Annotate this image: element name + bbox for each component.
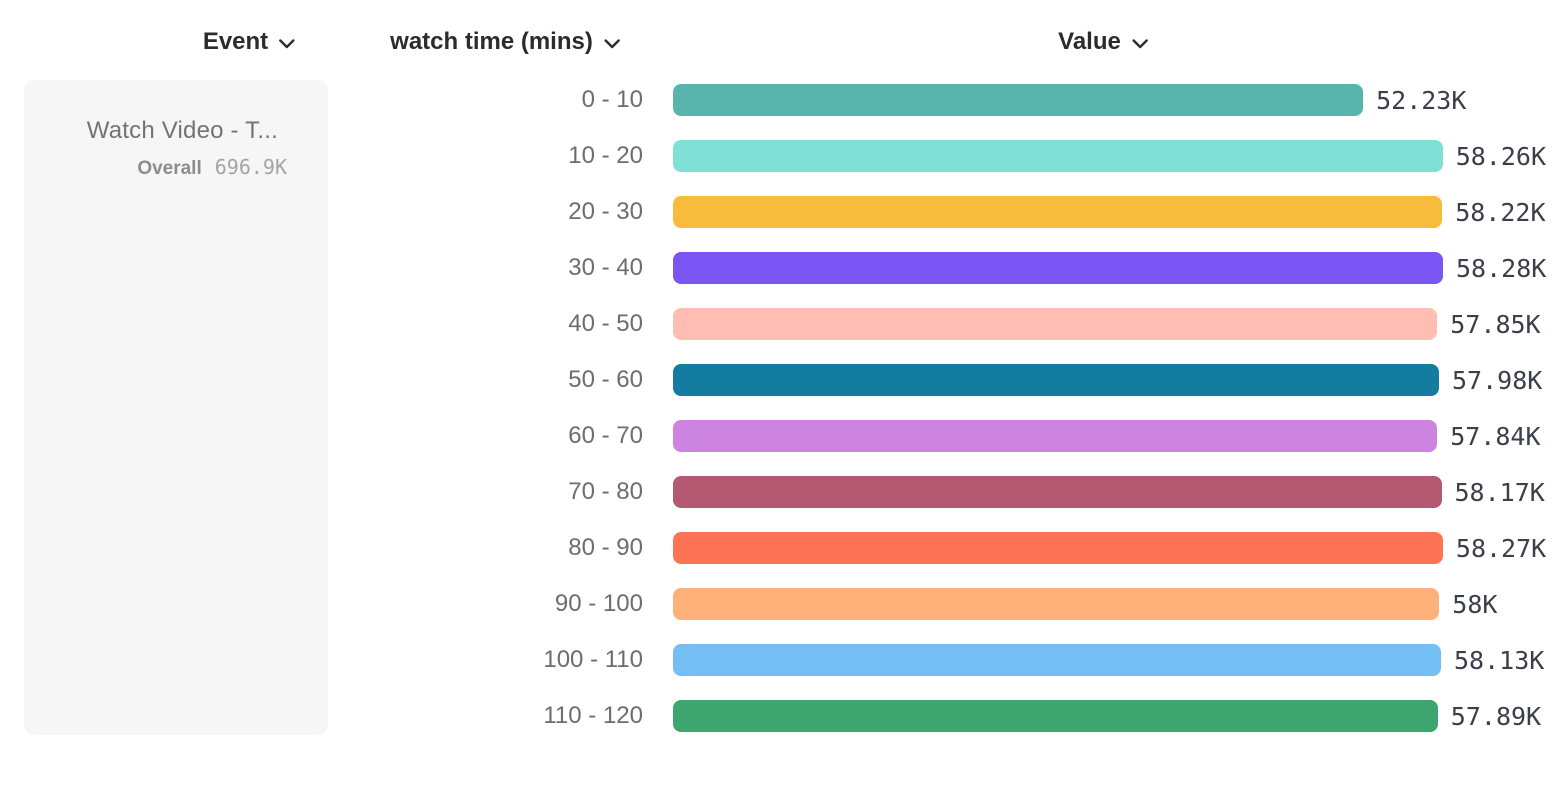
- bar-segment[interactable]: [673, 140, 1443, 172]
- value-label: 58.22K: [1455, 197, 1546, 227]
- bar-row: 40 - 50 57.85K: [0, 296, 1568, 352]
- bar-segment[interactable]: [673, 700, 1438, 732]
- bar-row: 70 - 80 58.17K: [0, 464, 1568, 520]
- column-header-event[interactable]: Event: [203, 28, 295, 56]
- column-header-value[interactable]: Value: [1058, 28, 1148, 56]
- bar-segment[interactable]: [673, 644, 1441, 676]
- value-label: 58.26K: [1455, 141, 1546, 171]
- bar-row: 80 - 90 58.27K: [0, 520, 1568, 576]
- category-label: 100 - 110: [543, 646, 643, 673]
- chevron-down-icon: [604, 39, 620, 49]
- value-label: 58.13K: [1454, 645, 1545, 675]
- bar-row: 30 - 40 58.28K: [0, 240, 1568, 296]
- overall-value: 696.9K: [214, 155, 287, 179]
- column-header-value-label: Value: [1058, 28, 1121, 55]
- category-label: 60 - 70: [568, 422, 643, 449]
- value-label: 57.85K: [1450, 309, 1541, 339]
- event-overall-line: Overall 696.9K: [24, 155, 328, 180]
- bar-segment[interactable]: [673, 420, 1438, 452]
- category-label: 10 - 20: [568, 142, 643, 169]
- event-title: Watch Video - T...: [86, 117, 278, 144]
- bar-row: 90 - 100 58K: [0, 576, 1568, 632]
- value-label: 58.27K: [1455, 533, 1547, 563]
- category-label: 50 - 60: [568, 366, 643, 393]
- bar-rows: 0 - 10 52.23K 10 - 20 58.26K 20 - 30 58.…: [0, 72, 1568, 744]
- column-header-breakdown[interactable]: watch time (mins): [390, 28, 620, 56]
- chevron-down-icon: [279, 39, 295, 49]
- bar-segment[interactable]: [673, 308, 1438, 340]
- bar-row: 20 - 30 58.22K: [0, 184, 1568, 240]
- value-label: 58.17K: [1454, 477, 1545, 507]
- chevron-down-icon: [1132, 39, 1148, 49]
- category-label: 20 - 30: [568, 198, 643, 225]
- bar-segment[interactable]: [673, 84, 1364, 116]
- overall-label: Overall: [137, 158, 202, 179]
- event-card[interactable]: Watch Video - T... Overall 696.9K: [24, 80, 328, 735]
- category-label: 40 - 50: [568, 310, 643, 337]
- bar-segment[interactable]: [673, 196, 1443, 228]
- bar-segment[interactable]: [673, 252, 1443, 284]
- column-header-breakdown-label: watch time (mins): [390, 28, 593, 55]
- bar-row: 10 - 20 58.26K: [0, 128, 1568, 184]
- category-label: 70 - 80: [568, 478, 643, 505]
- bar-row: 50 - 60 57.98K: [0, 352, 1568, 408]
- bar-row: 100 - 110 58.13K: [0, 632, 1568, 688]
- category-label: 0 - 10: [581, 86, 643, 113]
- bar-row: 110 - 120 57.89K: [0, 688, 1568, 744]
- column-header-event-label: Event: [202, 28, 269, 55]
- bar-segment[interactable]: [673, 364, 1439, 396]
- value-label: 52.23K: [1376, 85, 1467, 115]
- value-label: 58.28K: [1456, 253, 1547, 283]
- category-label: 80 - 90: [568, 534, 643, 561]
- bar-segment[interactable]: [673, 532, 1443, 564]
- category-label: 30 - 40: [568, 254, 643, 281]
- value-label: 57.84K: [1450, 421, 1541, 451]
- bar-segment[interactable]: [673, 588, 1440, 620]
- value-label: 58K: [1452, 589, 1498, 619]
- category-label: 110 - 120: [543, 702, 643, 729]
- value-label: 57.98K: [1452, 365, 1543, 395]
- value-label: 57.89K: [1450, 701, 1542, 731]
- bar-row: 0 - 10 52.23K: [0, 72, 1568, 128]
- bar-segment[interactable]: [673, 476, 1442, 508]
- bar-row: 60 - 70 57.84K: [0, 408, 1568, 464]
- category-label: 90 - 100: [554, 590, 643, 617]
